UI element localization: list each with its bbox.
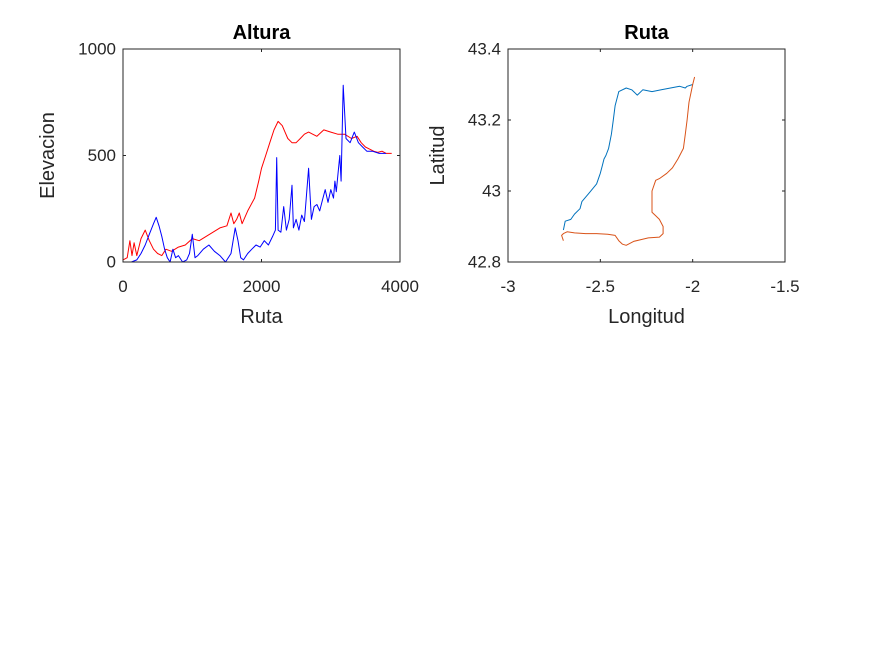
route-plot-series-line-1 — [562, 84, 693, 231]
elevation-plot-x-tick-label: 0 — [118, 277, 127, 296]
route-plot-axes-box — [507, 48, 786, 263]
route-plot-ticks: -3 -2.5 -2 -1.5 42.8 43 43.2 43.4 — [468, 40, 800, 297]
elevation-plot-ticks: 0 2000 4000 0 500 1000 — [78, 40, 419, 297]
route-plot-y-axis-label: Latitud — [427, 125, 449, 185]
elevation-plot-series-group — [122, 84, 392, 263]
route-plot-x-tick-label: -1.5 — [770, 277, 799, 296]
route-plot-y-tick-label: 43.4 — [468, 40, 501, 59]
elevation-plot-y-tick-label: 0 — [107, 253, 116, 272]
route-plot-x-axis-label: Longitud — [608, 306, 685, 328]
elevation-plot-x-tick-label: 2000 — [243, 277, 281, 296]
elevation-plot-x-axis-label: Ruta — [240, 306, 283, 328]
elevation-plot-x-tick-label: 4000 — [381, 277, 419, 296]
route-plot-y-tick-label: 42.8 — [468, 253, 501, 272]
route-plot: Ruta Longitud Latitud -3 -2.5 -2 -1.5 42.8 43… — [427, 22, 800, 328]
route-plot-series-group — [561, 76, 695, 246]
elevation-plot-y-axis-label: Elevacion — [37, 112, 59, 199]
route-plot-x-tick-label: -3 — [500, 277, 515, 296]
route-plot-y-tick-label: 43.2 — [468, 111, 501, 130]
elevation-plot-y-tick-label: 1000 — [78, 40, 116, 59]
elevation-plot-title: Altura — [233, 22, 292, 44]
elevation-plot-y-tick-label: 500 — [88, 146, 116, 165]
route-plot-x-tick-label: -2 — [685, 277, 700, 296]
route-plot-y-tick-label: 43 — [482, 182, 501, 201]
route-plot-series-line-2 — [561, 76, 695, 246]
elevation-plot: Altura Ruta Elevacion 0 2000 4000 0 500 1000 — [37, 22, 419, 328]
elevation-plot-series-line-2 — [123, 84, 387, 263]
route-plot-title: Ruta — [624, 22, 669, 44]
route-plot-x-tick-label: -2.5 — [586, 277, 615, 296]
